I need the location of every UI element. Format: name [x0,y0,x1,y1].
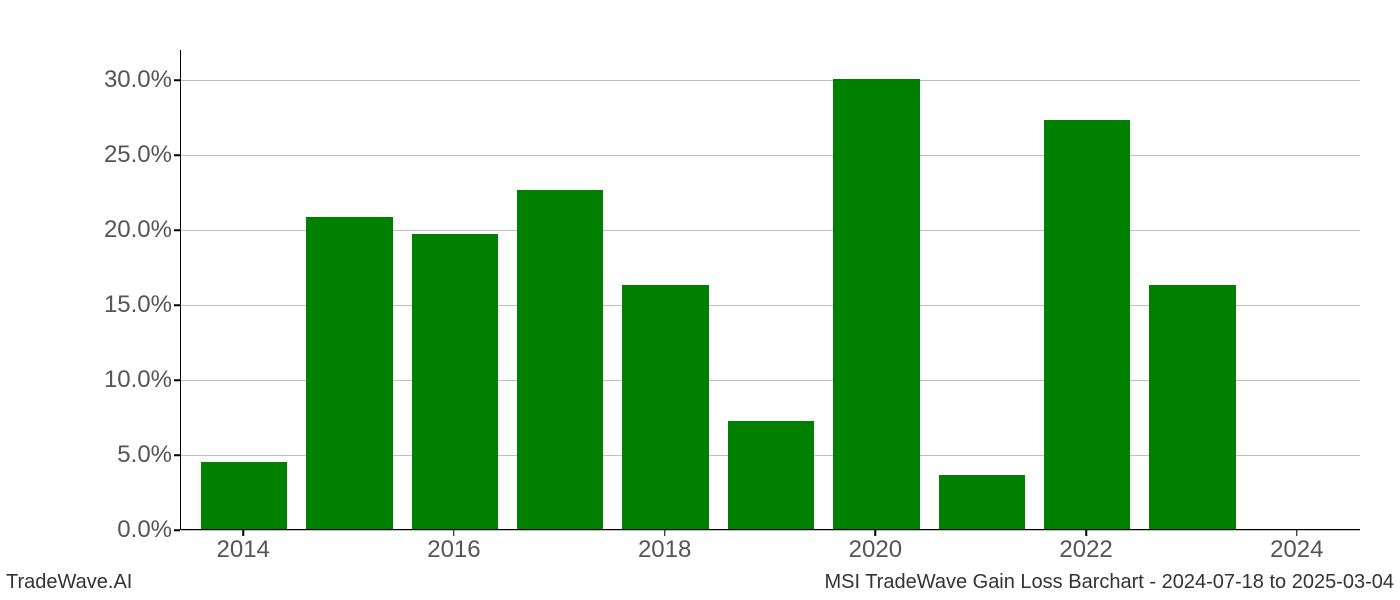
y-tick-mark [174,154,180,156]
y-tick-label: 5.0% [117,441,172,469]
bar [1044,120,1130,530]
y-tick-mark [174,304,180,306]
x-tick-label: 2014 [217,536,270,564]
x-tick-label: 2022 [1059,536,1112,564]
y-tick-label: 25.0% [104,141,172,169]
bar [412,234,498,530]
bar [306,217,392,529]
bar [833,79,919,529]
y-tick-label: 10.0% [104,366,172,394]
bar [939,475,1025,529]
x-tick-label: 2016 [427,536,480,564]
x-tick-label: 2018 [638,536,691,564]
y-tick-label: 0.0% [117,516,172,544]
gridline [181,530,1360,531]
bar-chart [180,50,1360,530]
y-tick-mark [174,529,180,531]
x-tick-label: 2024 [1270,536,1323,564]
footer-right-text: MSI TradeWave Gain Loss Barchart - 2024-… [824,571,1394,594]
y-tick-mark [174,79,180,81]
x-tick-label: 2020 [849,536,902,564]
y-tick-mark [174,379,180,381]
bar [728,421,814,529]
y-tick-label: 15.0% [104,291,172,319]
footer-left-text: TradeWave.AI [6,571,132,594]
plot-area [180,50,1360,530]
y-tick-label: 20.0% [104,216,172,244]
bar [622,285,708,530]
gridline [181,155,1360,156]
gridline [181,80,1360,81]
y-tick-mark [174,229,180,231]
bar [1149,285,1235,530]
bar [201,462,287,530]
y-tick-label: 30.0% [104,66,172,94]
bar [517,190,603,529]
y-tick-mark [174,454,180,456]
